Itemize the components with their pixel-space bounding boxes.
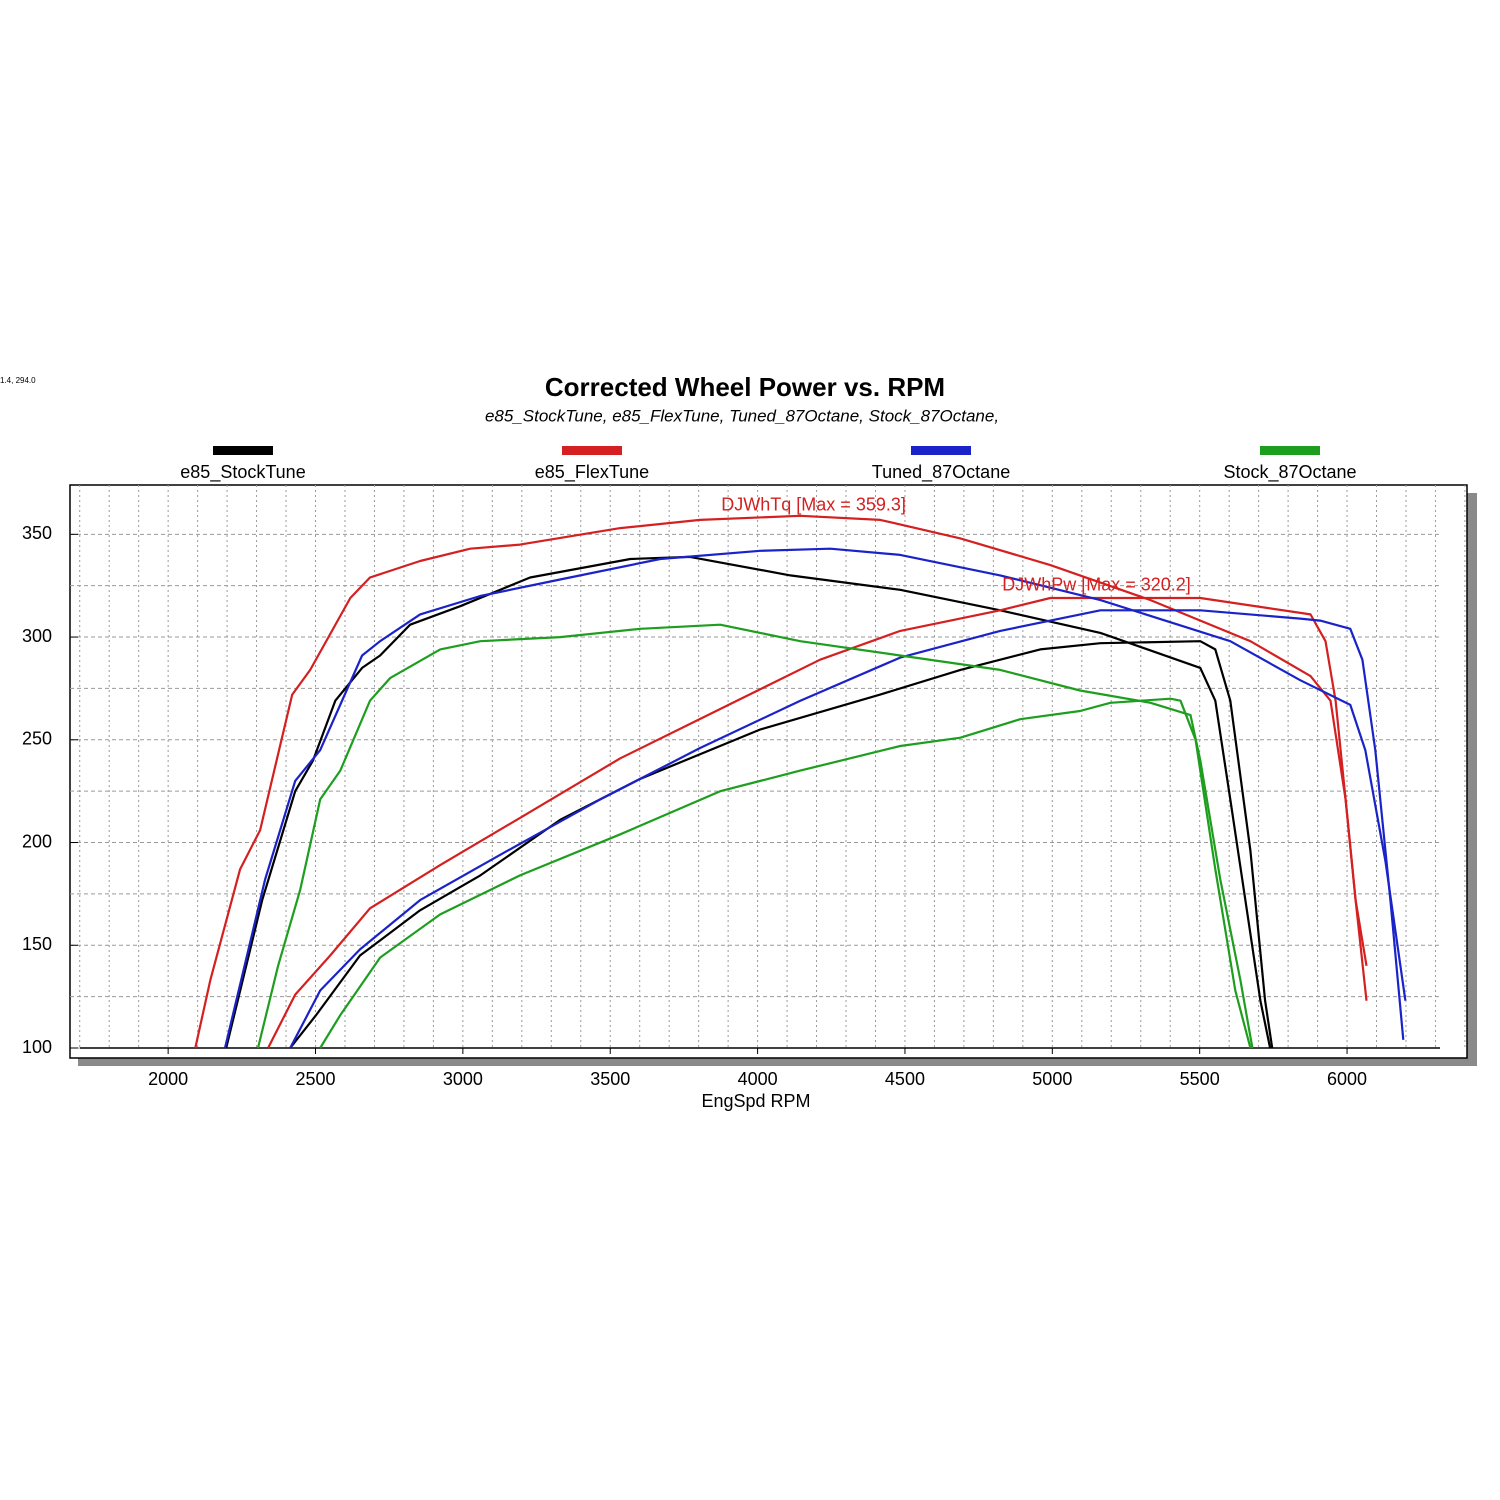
legend-swatch <box>911 446 971 455</box>
curve <box>319 697 1252 1049</box>
curve <box>194 514 1368 1049</box>
legend-label: Stock_87Octane <box>1223 462 1356 483</box>
annotation: DJWhTq [Max = 359.3] <box>721 494 906 514</box>
curve <box>267 596 1368 1049</box>
x-tick-label: 4500 <box>885 1069 925 1089</box>
legend-label: e85_FlexTune <box>535 462 649 483</box>
curve <box>289 640 1274 1049</box>
legend-swatch <box>562 446 622 455</box>
x-tick-label: 5500 <box>1180 1069 1220 1089</box>
x-tick-label: 4000 <box>738 1069 778 1089</box>
curve <box>223 547 1407 1049</box>
legend-swatch <box>213 446 273 455</box>
y-tick-label: 150 <box>22 934 52 954</box>
annotation: DJWhPw [Max = 320.2] <box>1002 574 1191 594</box>
x-tick-label: 3000 <box>443 1069 483 1089</box>
cursor-readout: 1.4, 294.0 <box>0 376 36 385</box>
x-tick-label: 6000 <box>1327 1069 1367 1089</box>
chart-title: Corrected Wheel Power vs. RPM <box>545 372 945 402</box>
legend-label: Tuned_87Octane <box>872 462 1010 483</box>
legend-label: e85_StockTune <box>180 462 305 483</box>
curve <box>225 555 1272 1049</box>
y-tick-label: 300 <box>22 626 52 646</box>
grid <box>70 485 1466 1054</box>
x-tick-label: 2500 <box>295 1069 335 1089</box>
curves <box>194 514 1407 1049</box>
x-axis-label: EngSpd RPM <box>701 1091 810 1111</box>
x-tick-label: 2000 <box>148 1069 188 1089</box>
x-tick-label: 3500 <box>590 1069 630 1089</box>
x-tick-label: 5000 <box>1032 1069 1072 1089</box>
y-tick-label: 350 <box>22 523 52 543</box>
curve <box>289 609 1405 1049</box>
chart-subtitle: e85_StockTune, e85_FlexTune, Tuned_87Oct… <box>485 406 999 425</box>
y-tick-label: 100 <box>22 1037 52 1057</box>
y-tick-label: 250 <box>22 729 52 749</box>
legend-swatch <box>1260 446 1320 455</box>
y-tick-label: 200 <box>22 831 52 851</box>
